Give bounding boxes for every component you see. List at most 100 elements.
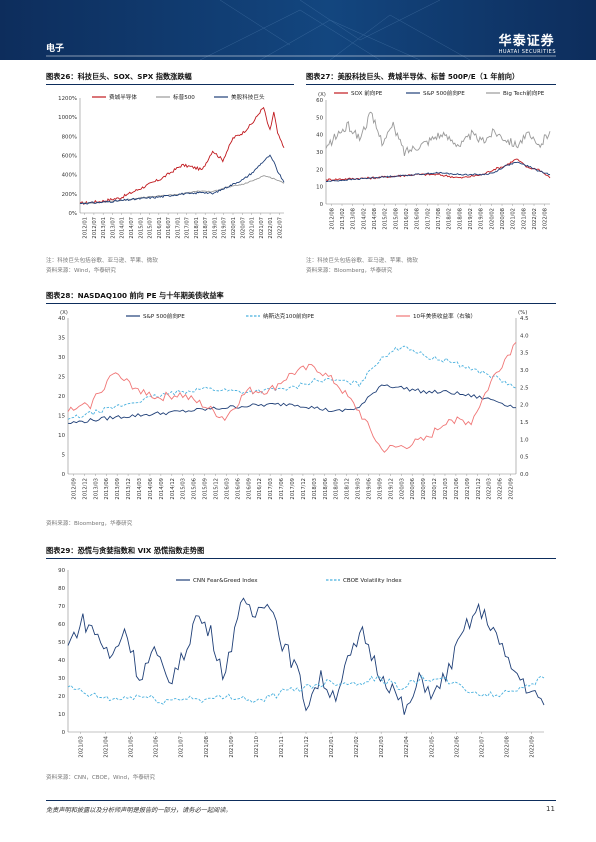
x-tick-label: 2016/12 — [257, 478, 263, 500]
company-logo: 华泰证券 HUATAI SECURITIES — [499, 30, 556, 55]
x-tick-label: 2019/09 — [377, 478, 383, 500]
series-line-2 — [326, 161, 551, 182]
x-tick-label: 2020/06 — [410, 478, 416, 500]
y-right-tick-label: 3.0 — [520, 368, 529, 374]
x-tick-label: 2022/06 — [454, 736, 460, 758]
y-tick-label: 0 — [320, 202, 324, 208]
y-tick-label: 800% — [62, 134, 77, 140]
x-tick-label: 2022/09 — [509, 478, 515, 500]
y-right-tick-label: 3.5 — [520, 351, 529, 357]
x-tick-label: 2018/03 — [312, 478, 318, 500]
x-tick-label: 2018/09 — [334, 478, 340, 500]
y-right-tick-label: 0.0 — [520, 472, 529, 478]
x-tick-label: 2021/03 — [79, 736, 85, 758]
series-line-3 — [325, 111, 551, 157]
y-tick-label: 20 — [316, 167, 323, 173]
x-tick-label: 2022/03 — [487, 478, 493, 500]
x-tick-label: 2021/12 — [476, 478, 482, 500]
logo-english: HUATAI SECURITIES — [498, 49, 556, 55]
x-tick-label: 2017/09 — [290, 478, 296, 500]
y-tick-label: 1000% — [58, 115, 77, 121]
y-tick-label: 40 — [58, 658, 65, 664]
y-tick-label: 70 — [58, 604, 65, 610]
x-tick-label: 2012/12 — [82, 478, 88, 500]
fig27-note: 注：科技巨头包括谷歌、亚马逊、苹果、微软 — [306, 258, 418, 264]
x-tick-label: 2017/06 — [279, 478, 285, 500]
fig29-source: 资料来源：CNN，CBOE，Wind，华泰研究 — [46, 775, 156, 781]
x-tick-label: 2016/07 — [166, 217, 172, 239]
x-tick-label: 2022/08 — [504, 736, 510, 758]
series-line-2 — [67, 345, 517, 420]
legend-label: 美股科技巨头 — [231, 93, 265, 101]
x-tick-label: 2013/08 — [351, 208, 357, 230]
x-tick-label: 2014/08 — [372, 208, 378, 230]
series-line-1 — [67, 597, 545, 715]
series-line-1 — [67, 384, 516, 424]
x-tick-label: 2019/07 — [222, 217, 228, 239]
section-label: 电子 — [46, 44, 65, 54]
fig28-chart: 40 35 30 25 20 15 10 5 0 4.5 4.0 3.5 3.0 2.5 2.0 1.5 1.0… — [58, 310, 529, 500]
legend-label: S&P 500前向PE — [423, 89, 465, 97]
x-tick-label: 2021/03 — [443, 478, 449, 500]
x-tick-label: 2014/02 — [361, 208, 367, 230]
x-tick-label: 2017/12 — [301, 478, 307, 500]
y-tick-label: 90 — [58, 568, 65, 574]
x-tick-label: 2022/02 — [354, 736, 360, 758]
x-tick-label: 2015/12 — [214, 478, 220, 500]
y-right-tick-label: 4.5 — [520, 316, 529, 322]
x-tick-label: 2012/01 — [83, 217, 89, 239]
x-tick-label: 2016/01 — [157, 217, 163, 239]
y-right-tick-label: 1.0 — [520, 437, 529, 443]
x-tick-label: 2020/02 — [489, 208, 495, 230]
y-tick-label: 25 — [58, 375, 65, 381]
header-banner — [0, 0, 596, 60]
x-tick-label: 2021/01 — [250, 217, 256, 239]
x-tick-label: 2018/02 — [447, 208, 453, 230]
fig28-rule — [46, 303, 556, 304]
x-tick-label: 2017/01 — [175, 217, 181, 239]
x-tick-label: 2021/06 — [154, 736, 160, 758]
x-tick-label: 2020/01 — [231, 217, 237, 239]
x-tick-label: 2018/07 — [203, 217, 209, 239]
x-tick-label: 2021/04 — [104, 735, 110, 757]
x-tick-label: 2021/11 — [279, 736, 285, 758]
x-tick-label: 2021/09 — [465, 478, 471, 500]
fig27-rule — [306, 84, 556, 85]
fig28-title: 图表28：NASDAQ100 前向 PE 与十年期美债收益率 — [46, 291, 224, 300]
x-tick-label: 2021/08 — [204, 736, 210, 758]
y-tick-label: 35 — [58, 336, 65, 342]
series-line-1 — [79, 106, 285, 205]
y-tick-label: 10 — [58, 712, 65, 718]
fig26-source: 资料来源：Wind，华泰研究 — [46, 268, 116, 274]
x-tick-label: 2021/02 — [511, 208, 517, 230]
x-tick-label: 2016/06 — [235, 478, 241, 500]
x-tick-label: 2015/02 — [383, 208, 389, 230]
x-tick-label: 2016/03 — [224, 478, 230, 500]
x-tick-label: 2013/03 — [93, 478, 99, 500]
y-tick-label: 10 — [316, 185, 323, 191]
x-tick-label: 2019/03 — [356, 478, 362, 500]
x-tick-label: 2022/01 — [329, 736, 335, 758]
x-tick-label: 2022/09 — [529, 736, 535, 758]
fig29-rule — [46, 558, 556, 559]
y-tick-label: 0% — [68, 211, 77, 217]
y-tick-label: 15 — [58, 414, 65, 420]
x-tick-label: 2015/09 — [203, 478, 209, 500]
x-tick-label: 2020/12 — [432, 478, 438, 500]
logo-chinese: 华泰证券 — [498, 34, 555, 49]
y-tick-label: 0 — [62, 472, 66, 478]
x-tick-label: 2013/06 — [104, 478, 110, 500]
x-tick-label: 2021/09 — [229, 736, 235, 758]
y-unit-label: (X) — [60, 310, 68, 316]
legend-label: Big Tech前向PE — [503, 89, 545, 97]
y-tick-label: 50 — [316, 115, 323, 121]
y-right-tick-label: 2.5 — [520, 385, 529, 391]
x-tick-label: 2018/12 — [345, 478, 351, 500]
y-tick-label: 0 — [62, 730, 66, 736]
x-tick-label: 2022/06 — [498, 478, 504, 500]
x-tick-label: 2016/09 — [246, 478, 252, 500]
y-right-unit-label: (%) — [518, 310, 527, 316]
series-line-2 — [67, 674, 545, 705]
x-tick-label: 2014/06 — [148, 478, 154, 500]
x-tick-label: 2014/01 — [120, 217, 126, 239]
